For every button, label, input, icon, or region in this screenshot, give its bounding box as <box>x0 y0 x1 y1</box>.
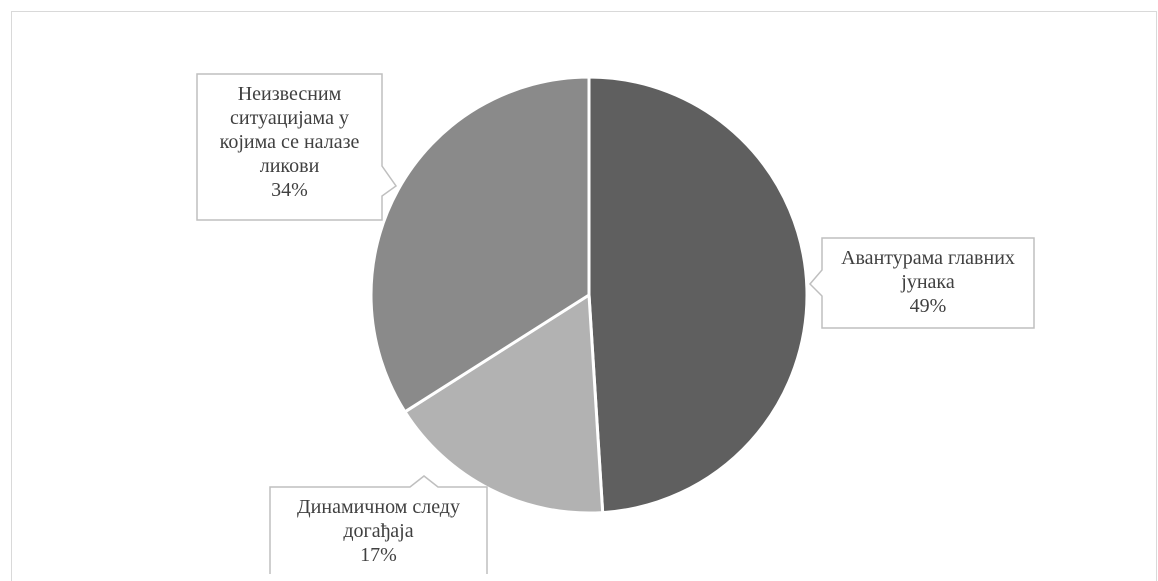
slice-category-label: Динамичном следу <box>297 496 460 518</box>
callout-box <box>196 73 398 221</box>
pie-slices <box>369 75 809 515</box>
slice-category-label: ситуацијама у <box>230 107 349 129</box>
slice-category-label: догађаја <box>343 520 413 542</box>
chart-frame <box>11 11 1157 581</box>
callout-box <box>808 237 1035 329</box>
pie-slice-2 <box>403 293 605 515</box>
slice-category-label: јунака <box>900 271 955 293</box>
slice-category-label: којима се налазе <box>220 131 360 153</box>
slice-percent-label: 34% <box>271 179 308 201</box>
slice-category-label: Авантурама главних <box>841 247 1015 269</box>
pie-slice-3 <box>369 75 591 414</box>
slice-percent-label: 49% <box>910 295 947 317</box>
slice-category-label: ликови <box>260 155 320 177</box>
slice-percent-label: 17% <box>360 544 397 566</box>
slice-category-label: Неизвесним <box>238 83 342 105</box>
pie-slice-1 <box>587 75 809 515</box>
callout-box <box>269 475 488 574</box>
